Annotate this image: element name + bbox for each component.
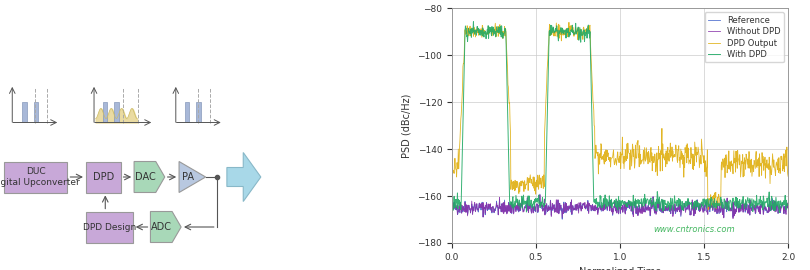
Bar <box>196 102 201 122</box>
Text: DPD: DPD <box>92 172 114 182</box>
Bar <box>185 102 189 122</box>
Text: ADC: ADC <box>151 222 172 232</box>
Y-axis label: PSD (dBc/Hz): PSD (dBc/Hz) <box>402 93 412 158</box>
DPD Output <box>447 167 457 171</box>
Legend: Reference, Without DPD, DPD Output, With DPD: Reference, Without DPD, DPD Output, With… <box>705 12 784 62</box>
With DPD <box>737 200 747 203</box>
Line: DPD Output: DPD Output <box>452 22 788 210</box>
Line: With DPD: With DPD <box>452 22 788 212</box>
Text: www.cntronics.com: www.cntronics.com <box>653 225 735 234</box>
Bar <box>103 102 107 122</box>
Without DPD <box>643 209 653 212</box>
Bar <box>34 102 38 122</box>
Reference <box>447 204 457 208</box>
DPD Output <box>662 157 671 161</box>
With DPD <box>702 203 712 206</box>
With DPD <box>783 202 793 205</box>
Without DPD <box>447 203 457 207</box>
Reference <box>703 212 713 216</box>
DPD Output <box>467 29 477 32</box>
X-axis label: Normalized Time: Normalized Time <box>579 267 661 270</box>
DPD Output <box>651 159 661 162</box>
FancyBboxPatch shape <box>86 161 121 193</box>
Reference <box>557 218 567 221</box>
Without DPD <box>662 205 671 208</box>
FancyBboxPatch shape <box>4 161 67 193</box>
Polygon shape <box>179 161 206 193</box>
Bar <box>23 102 27 122</box>
Without DPD <box>728 217 738 220</box>
Reference <box>535 193 545 196</box>
Without DPD <box>535 193 545 197</box>
DPD Output <box>643 151 653 154</box>
DPD Output <box>564 21 573 24</box>
DPD Output <box>783 175 793 178</box>
DPD Output <box>703 208 713 211</box>
Polygon shape <box>134 161 164 193</box>
Reference <box>652 210 662 213</box>
Bar <box>114 102 119 122</box>
FancyBboxPatch shape <box>86 211 133 242</box>
Text: DPD Design: DPD Design <box>83 222 136 231</box>
Without DPD <box>737 208 747 211</box>
DPD Output <box>737 162 747 165</box>
With DPD <box>774 211 784 214</box>
Text: DUC
Digital Upconverter: DUC Digital Upconverter <box>0 167 80 187</box>
Text: PA: PA <box>181 172 194 182</box>
Line: Without DPD: Without DPD <box>452 195 788 218</box>
Reference <box>643 204 653 207</box>
With DPD <box>643 198 653 201</box>
Line: Reference: Reference <box>452 194 788 219</box>
Without DPD <box>783 207 793 210</box>
DPD Output <box>702 148 712 151</box>
Polygon shape <box>151 211 181 242</box>
With DPD <box>447 199 457 202</box>
Without DPD <box>702 209 712 212</box>
With DPD <box>467 31 477 35</box>
Text: DAC: DAC <box>134 172 156 182</box>
Polygon shape <box>227 153 261 201</box>
Without DPD <box>651 211 661 214</box>
With DPD <box>468 20 478 23</box>
Reference <box>783 206 793 209</box>
With DPD <box>651 198 661 201</box>
Reference <box>737 207 747 211</box>
Without DPD <box>467 213 477 216</box>
Reference <box>662 206 671 210</box>
Reference <box>467 212 477 216</box>
With DPD <box>662 203 671 206</box>
